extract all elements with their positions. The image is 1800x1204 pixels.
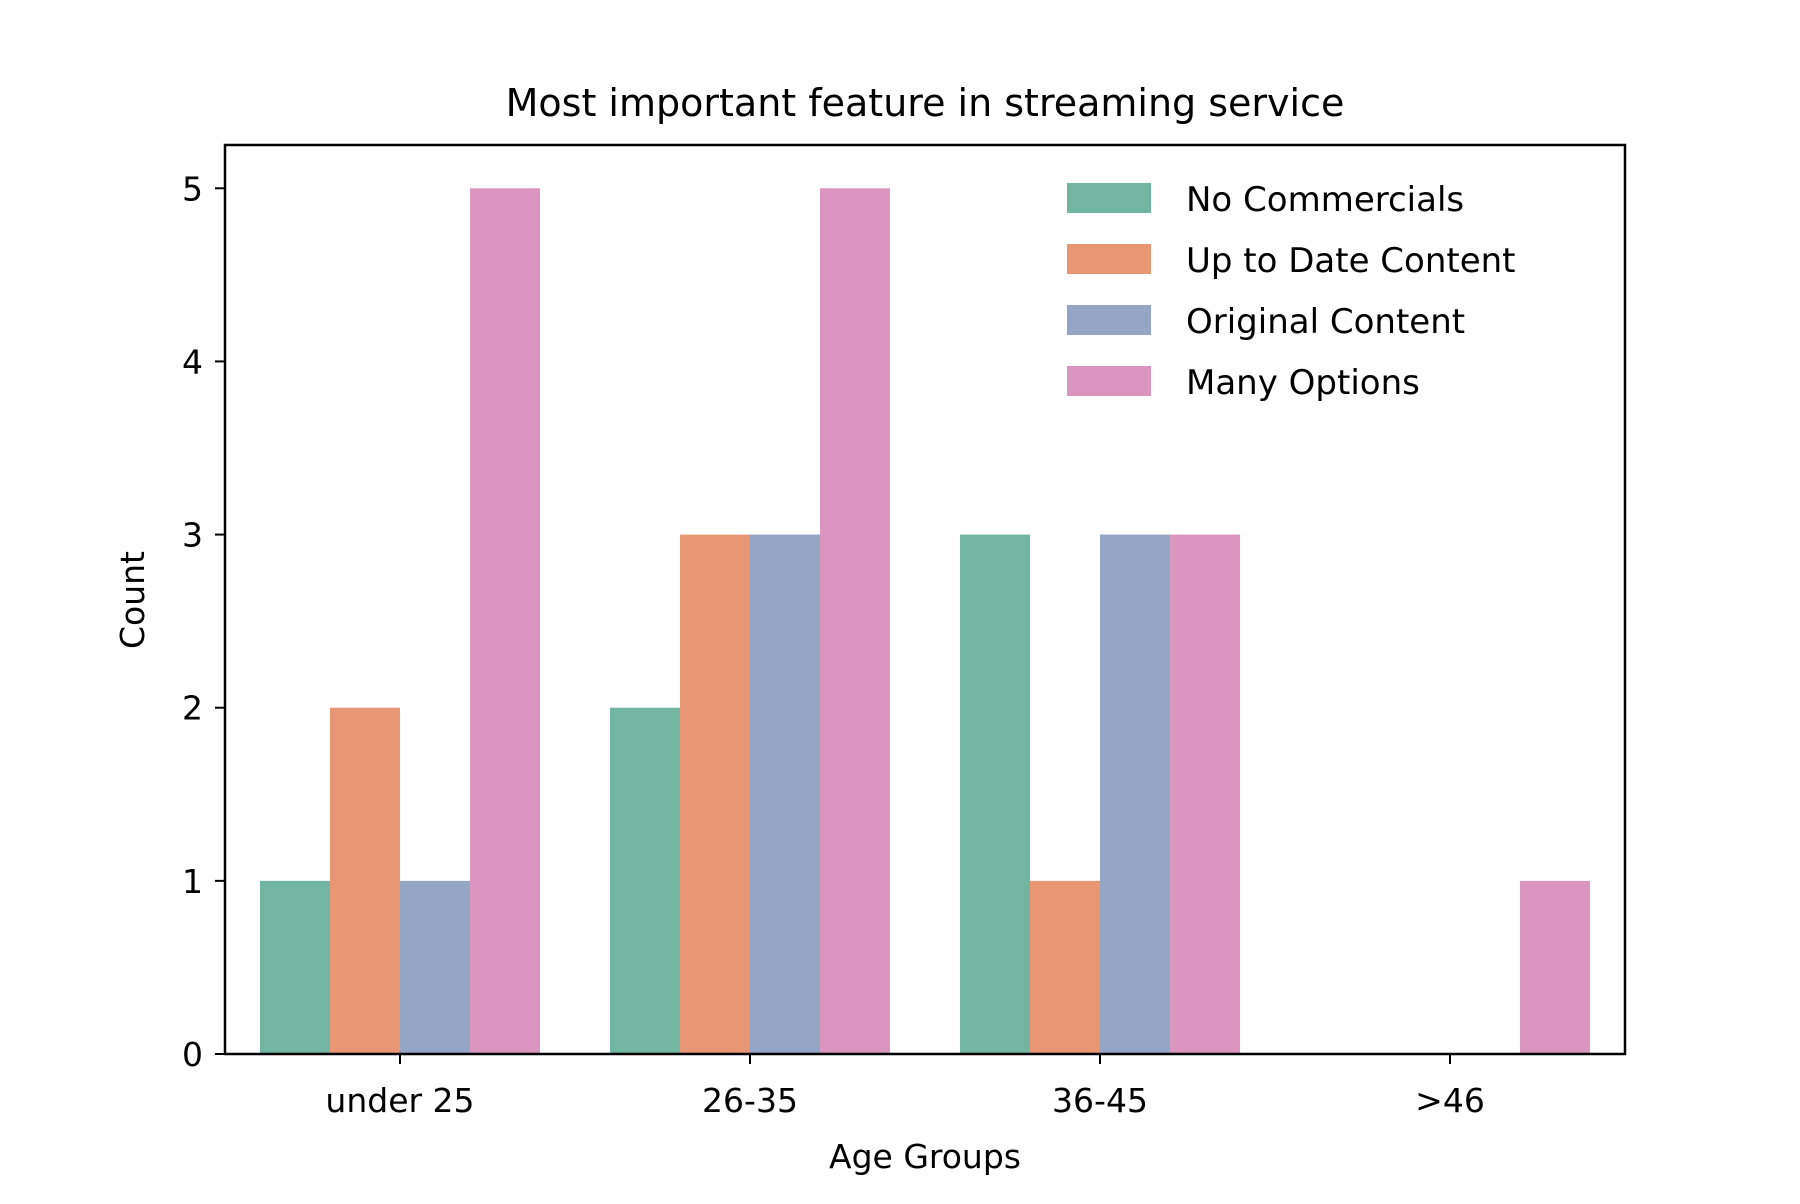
bar-up-to-date-content-0 — [330, 707, 400, 1054]
x-tick-label: 26-35 — [702, 1081, 798, 1120]
bar-no-commercials-0 — [260, 880, 330, 1054]
chart-title: Most important feature in streaming serv… — [506, 81, 1345, 125]
legend-swatch — [1067, 366, 1151, 396]
y-tick-label: 2 — [182, 689, 203, 728]
bar-original-content-2 — [1100, 534, 1170, 1054]
legend-swatch — [1067, 305, 1151, 335]
bar-many-options-2 — [1170, 534, 1240, 1054]
x-axis-label: Age Groups — [829, 1137, 1021, 1176]
y-tick-label: 1 — [182, 862, 203, 901]
plot-frame — [223, 143, 1627, 1056]
legend-label: Up to Date Content — [1186, 241, 1516, 281]
x-tick-label: >46 — [1415, 1081, 1485, 1120]
bar-original-content-1 — [750, 534, 820, 1054]
x-tick-label: 36-45 — [1052, 1081, 1148, 1120]
legend: No Commercials Up to Date Content Original… — [1067, 180, 1516, 403]
x-tick-label: under 25 — [325, 1081, 474, 1120]
y-tick-label: 3 — [182, 516, 203, 555]
legend-label: No Commercials — [1186, 180, 1464, 220]
y-axis: 0 1 2 3 4 5 — [182, 169, 225, 1074]
y-tick-label: 4 — [182, 342, 203, 381]
legend-swatch — [1067, 183, 1151, 213]
bar-no-commercials-2 — [960, 534, 1030, 1054]
bar-original-content-0 — [400, 880, 470, 1054]
y-tick-label: 5 — [182, 169, 203, 208]
legend-label: Original Content — [1186, 302, 1465, 342]
bar-many-options-1 — [820, 188, 890, 1055]
x-axis: under 25 26-35 36-45 >46 — [325, 1054, 1485, 1120]
y-tick-label: 0 — [182, 1035, 203, 1074]
bars-group — [260, 188, 1590, 1055]
bar-many-options-3 — [1520, 880, 1590, 1054]
legend-swatch — [1067, 244, 1151, 274]
y-axis-label: Count — [113, 551, 152, 649]
bar-up-to-date-content-1 — [680, 534, 750, 1054]
legend-label: Many Options — [1186, 363, 1420, 403]
bar-many-options-0 — [470, 188, 540, 1055]
bar-up-to-date-content-2 — [1030, 880, 1100, 1054]
bar-no-commercials-1 — [610, 707, 680, 1054]
